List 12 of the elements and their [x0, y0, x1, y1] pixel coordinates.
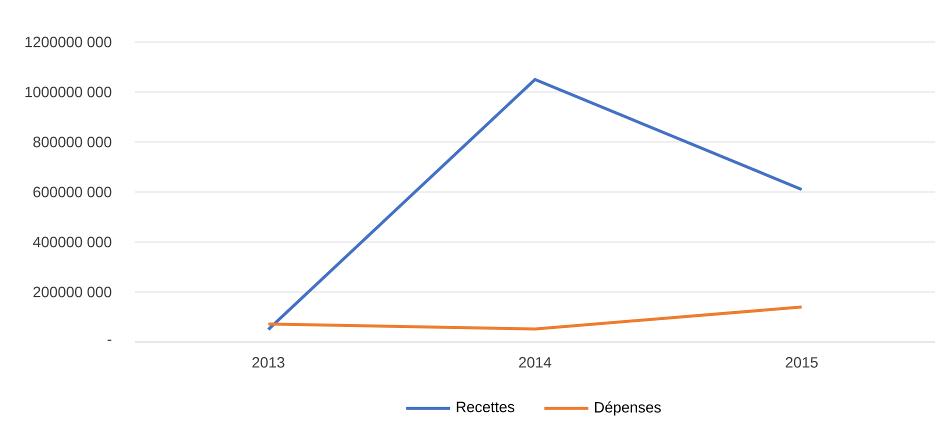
y-tick-label: - [108, 339, 112, 341]
y-tick-label: 400000 000 [33, 236, 112, 248]
y-tick-label: 1000000 000 [25, 86, 112, 98]
y-tick-label: 200000 000 [33, 286, 112, 298]
x-tick-label: 2015 [786, 356, 818, 368]
x-tick-label: 2013 [252, 356, 284, 368]
y-tick-label: 600000 000 [33, 186, 112, 198]
legend-label: Dépenses [595, 401, 661, 416]
y-tick-label: 1200000 000 [25, 36, 112, 48]
legend-label: Recettes [456, 402, 514, 412]
y-tick-label: 800000 000 [33, 136, 112, 148]
x-tick-label: 2014 [519, 356, 552, 368]
